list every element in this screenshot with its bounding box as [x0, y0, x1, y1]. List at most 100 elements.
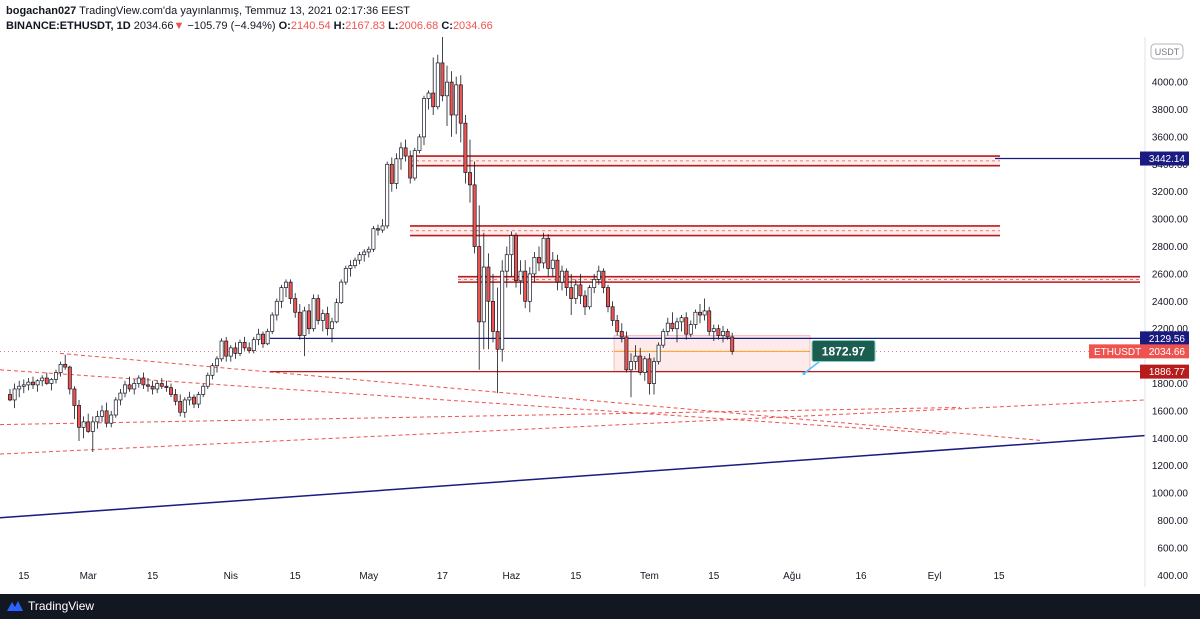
candle-body	[730, 336, 735, 352]
candle-body	[251, 339, 256, 351]
candle	[725, 328, 730, 340]
trend-line-support[interactable]	[0, 434, 1146, 519]
x-tick-label: Nis	[224, 571, 238, 582]
candle-body	[146, 384, 150, 387]
author-name[interactable]: bogachan027	[6, 5, 77, 17]
candle-body	[132, 383, 137, 390]
candle-body	[583, 295, 587, 308]
candle-body	[481, 266, 486, 323]
candle	[58, 361, 63, 377]
candle-body	[587, 287, 592, 308]
price-chart[interactable]: 1872.97 USDT4000.003800.003600.003400.00…	[0, 37, 1200, 594]
candle	[385, 161, 390, 229]
candle-body	[316, 298, 321, 321]
published-text: TradingView.com'da yayınlanmış, Temmuz 1…	[79, 5, 411, 17]
last-price-box[interactable]	[1089, 344, 1189, 359]
candle-body	[647, 358, 652, 384]
candle	[633, 345, 638, 370]
candle-body	[141, 377, 146, 386]
candle-body	[518, 270, 523, 282]
candle-body	[293, 298, 298, 313]
candle	[40, 375, 45, 387]
candle-body	[477, 246, 482, 323]
x-tick-label: May	[359, 571, 378, 582]
down-arrow-icon: ▼	[173, 20, 185, 32]
callout-box[interactable]	[811, 340, 876, 363]
candle-body	[399, 147, 403, 160]
dashed-trend-line[interactable]	[59, 352, 1041, 441]
candle	[541, 232, 546, 269]
y-tick-label: 4000.00	[1152, 78, 1189, 89]
candle-body	[155, 383, 160, 390]
candle	[270, 312, 275, 335]
candle-body	[504, 254, 509, 272]
dashed-trend-line[interactable]	[0, 369, 951, 435]
candle	[707, 306, 712, 336]
candle-body	[26, 381, 31, 386]
candle	[251, 336, 256, 354]
candle	[182, 397, 187, 418]
candle	[35, 379, 40, 392]
candle-body	[348, 265, 353, 269]
candle	[320, 309, 325, 332]
candle-body	[629, 361, 633, 371]
candle	[353, 257, 357, 269]
candle	[44, 372, 49, 385]
candle	[113, 397, 118, 418]
candle-body	[380, 225, 385, 231]
candle	[679, 315, 684, 332]
dashed-trend-line[interactable]	[0, 399, 1146, 455]
candle	[288, 279, 293, 305]
candle-body	[63, 363, 68, 368]
candle-body	[242, 342, 247, 349]
candle	[518, 260, 523, 295]
symbol-label: BINANCE:ETHUSDT, 1D	[6, 20, 131, 32]
candle	[26, 378, 31, 391]
candle	[293, 293, 298, 318]
candle-body	[711, 328, 716, 332]
candle	[100, 405, 104, 422]
resistance-zone[interactable]	[458, 276, 1140, 283]
dashed-trend-line[interactable]	[0, 406, 961, 426]
candle-body	[215, 358, 219, 367]
y-tick-label: 2600.00	[1152, 269, 1189, 280]
level-label-box[interactable]	[1140, 331, 1189, 346]
candle-body	[238, 342, 242, 354]
candle-body	[592, 279, 597, 288]
candle-body	[422, 98, 426, 138]
candle	[77, 399, 81, 442]
candle-body	[320, 313, 325, 321]
candle	[449, 71, 454, 137]
candle-body	[606, 287, 610, 308]
x-axis[interactable]: 15 Mar 15 Nis 15 May 17 Haz 15 Tem 15 Ağu 16 Eyl 15	[18, 571, 1005, 582]
candle-body	[523, 270, 528, 302]
candle-body	[541, 237, 546, 264]
candle	[716, 324, 721, 340]
y-axis[interactable]: USDT4000.003800.003600.003400.003200.003…	[1150, 43, 1189, 582]
level-label-box[interactable]	[1140, 364, 1189, 379]
x-tick-label: 15	[708, 571, 720, 582]
candle	[504, 246, 509, 288]
candle	[136, 375, 141, 388]
candle-body	[150, 385, 155, 390]
candle	[619, 323, 624, 343]
brand-name[interactable]: TradingView	[28, 599, 95, 613]
currency-tag-box[interactable]	[1150, 43, 1184, 60]
candle	[311, 294, 316, 332]
candle	[247, 342, 252, 354]
candle-body	[279, 287, 284, 302]
candle	[362, 249, 367, 262]
candle-body	[330, 321, 334, 330]
candle	[546, 234, 551, 277]
candle	[495, 287, 500, 394]
candle	[629, 353, 633, 398]
candle-body	[353, 259, 357, 267]
candle-body	[357, 254, 362, 261]
candle	[302, 306, 307, 357]
candle	[141, 372, 146, 389]
candle-body	[12, 388, 17, 401]
candle-body	[72, 388, 77, 406]
candle-body	[394, 158, 399, 184]
candle	[481, 232, 486, 350]
level-label-box[interactable]	[1140, 151, 1189, 166]
